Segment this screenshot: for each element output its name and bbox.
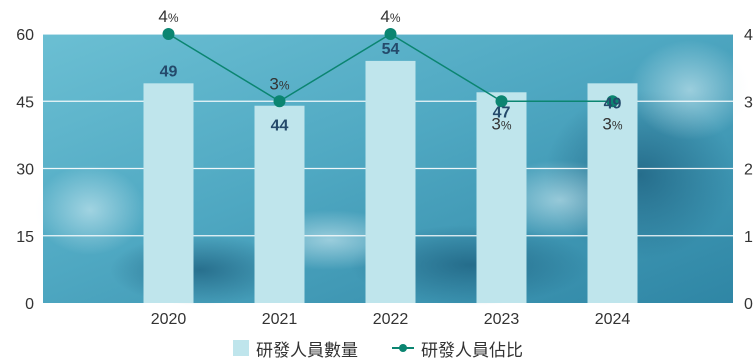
bar-value-label: 49 [604,95,622,112]
y-right-tick-label: 2 [744,162,753,179]
legend: 研發人員數量 研發人員佔比 [0,336,756,360]
bar [587,83,638,303]
x-tick-label: 2024 [595,311,631,328]
y-left-tick-label: 0 [25,296,34,313]
bar-value-label: 54 [382,41,400,58]
y-right-tick-label: 1 [744,229,753,246]
axes: 0 15 30 45 60 0 1 2 3 4 2020 2021 2022 2023 2024 [16,27,753,328]
y-right-tick-label: 0 [744,296,753,313]
bar-value-label: 47 [493,104,511,121]
bar-value-label: 44 [271,118,289,135]
legend-line-marker-icon [392,343,414,353]
x-tick-label: 2022 [373,311,409,328]
y-left-tick-label: 45 [16,94,34,111]
y-left-tick-label: 30 [16,162,34,179]
bar-value-label: 49 [160,63,178,80]
line-value-label: 3% [269,74,289,93]
legend-bar-label: 研發人員數量 [256,340,358,360]
x-tick-label: 2021 [262,311,298,328]
bar-series [143,60,638,304]
bar [476,92,527,304]
bar [254,105,305,303]
line-series: 49 44 54 47 49 4% 3% 4% 3% 3% [158,7,622,135]
legend-item-bar[interactable]: 研發人員數量 [233,336,358,361]
legend-line-label: 研發人員佔比 [421,340,523,360]
line-point [273,95,286,108]
y-right-tick-label: 4 [744,27,753,44]
line-point [162,28,175,40]
legend-item-line[interactable]: 研發人員佔比 [392,336,523,361]
y-right-tick-label: 3 [744,94,753,111]
line-point [606,95,619,108]
combo-chart: 49 44 54 47 49 4% 3% 4% 3% 3% 0 15 30 45 60 0 1 2 3 4 2020 2… [16,7,753,328]
line-value-label: 3% [602,114,622,133]
line-value-label: 4% [380,7,400,26]
bar [143,83,194,303]
y-left-tick-label: 15 [16,229,34,246]
line-point [384,28,397,40]
bar [365,60,416,304]
line-value-label: 3% [491,114,511,133]
line-point [495,95,508,108]
x-tick-label: 2023 [484,311,520,328]
x-tick-label: 2020 [151,311,187,328]
legend-bar-swatch-icon [233,340,249,356]
y-left-tick-label: 60 [16,27,34,44]
line-value-label: 4% [158,7,178,26]
